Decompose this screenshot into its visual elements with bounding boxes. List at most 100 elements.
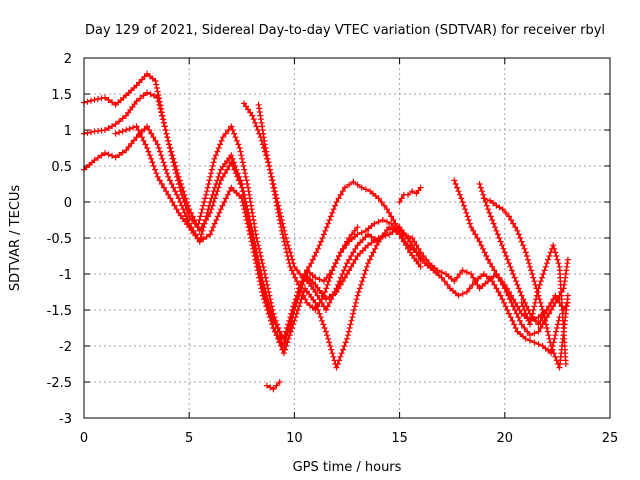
marker: [527, 317, 534, 324]
marker: [339, 188, 346, 195]
marker: [518, 238, 525, 245]
data-point: [102, 94, 108, 101]
marker: [334, 361, 341, 367]
marker: [508, 217, 515, 223]
data-point: [211, 155, 218, 162]
marker: [357, 239, 364, 246]
data-point: [175, 195, 182, 202]
marker: [313, 249, 320, 256]
marker: [267, 170, 274, 177]
y-tick-label: -2: [59, 340, 72, 355]
marker: [208, 227, 215, 234]
marker: [263, 148, 270, 155]
marker: [264, 296, 271, 303]
marker: [253, 249, 260, 256]
marker: [540, 271, 547, 277]
marker: [162, 166, 169, 173]
marker: [348, 263, 355, 270]
marker: [188, 209, 194, 216]
marker: [530, 307, 537, 313]
marker: [350, 249, 357, 256]
marker: [242, 199, 249, 205]
data-point: [354, 224, 361, 231]
marker: [357, 250, 364, 257]
marker: [490, 200, 497, 207]
marker: [545, 256, 552, 263]
marker: [483, 202, 490, 209]
marker: [292, 296, 299, 303]
marker: [528, 267, 535, 274]
data-point: [527, 321, 533, 328]
marker: [402, 238, 409, 245]
marker: [203, 233, 210, 240]
data-point: [312, 274, 319, 281]
marker: [109, 152, 116, 159]
marker: [350, 310, 357, 317]
marker: [264, 152, 270, 159]
marker: [244, 181, 251, 187]
marker: [273, 382, 280, 389]
data-point: [133, 123, 140, 130]
marker: [205, 206, 212, 213]
data-point: [438, 274, 445, 281]
marker: [366, 256, 373, 263]
marker: [148, 155, 155, 162]
data-point: [485, 256, 491, 263]
y-tick-label: 1.5: [51, 88, 72, 103]
marker: [119, 128, 126, 135]
marker: [136, 79, 143, 86]
data-point: [476, 181, 483, 187]
marker: [350, 260, 357, 267]
marker: [552, 332, 559, 339]
y-tick-label: -1.5: [47, 304, 72, 319]
data-point: [316, 242, 323, 249]
marker: [304, 267, 310, 274]
marker: [251, 238, 258, 245]
marker: [280, 235, 287, 241]
marker: [229, 155, 236, 162]
marker: [316, 310, 323, 317]
marker: [347, 321, 354, 328]
data-point: [154, 141, 161, 148]
marker: [551, 335, 558, 342]
marker: [466, 220, 473, 227]
marker: [137, 95, 144, 102]
data-point: [468, 224, 475, 231]
marker: [224, 191, 231, 198]
y-tick-label: -1: [59, 268, 72, 283]
marker: [84, 129, 91, 136]
marker: [507, 314, 514, 321]
marker: [98, 95, 105, 102]
data-point: [175, 173, 182, 180]
marker: [318, 238, 325, 245]
data-point: [165, 173, 172, 180]
marker: [222, 130, 229, 137]
marker: [137, 130, 144, 137]
marker: [327, 343, 334, 349]
marker: [223, 195, 229, 202]
data-point: [417, 263, 424, 270]
marker: [381, 202, 388, 209]
marker: [261, 285, 268, 292]
marker: [285, 321, 292, 328]
data-point: [144, 145, 151, 151]
marker: [332, 202, 339, 209]
marker: [246, 213, 253, 220]
marker: [116, 118, 123, 125]
marker: [554, 256, 561, 263]
marker: [524, 256, 531, 263]
marker: [215, 173, 222, 180]
marker: [268, 310, 275, 317]
marker: [341, 343, 348, 349]
marker: [288, 267, 295, 274]
marker: [271, 188, 278, 195]
marker: [352, 256, 359, 263]
marker: [210, 188, 217, 195]
y-tick-label: 2: [64, 52, 72, 67]
marker: [537, 278, 544, 285]
marker: [497, 238, 504, 245]
marker: [348, 253, 355, 259]
marker: [495, 289, 502, 295]
marker: [330, 353, 337, 360]
marker: [354, 181, 361, 188]
